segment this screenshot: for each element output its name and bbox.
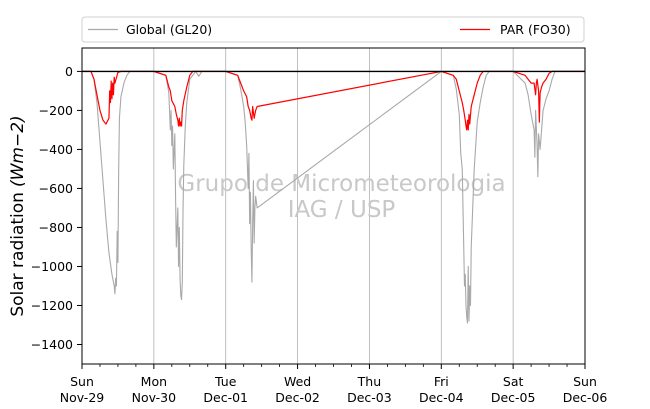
y-axis-label-text: Solar radiation xyxy=(8,192,28,317)
x-tick-label-day: Sun xyxy=(70,374,94,389)
x-tick-label-date: Dec-02 xyxy=(275,390,320,405)
watermark-line: IAG / USP xyxy=(288,197,396,223)
x-tick-label-date: Dec-03 xyxy=(347,390,392,405)
legend-label-par: PAR (FO30) xyxy=(500,22,571,37)
legend-box xyxy=(81,16,585,43)
x-tick-label-date: Dec-04 xyxy=(419,390,464,405)
y-tick-label: −200 xyxy=(39,103,73,118)
grid-lines xyxy=(153,48,514,364)
y-tick-label: −800 xyxy=(39,220,73,235)
x-tick-label-day: Sat xyxy=(503,374,524,389)
x-tick-label-date: Nov-30 xyxy=(132,390,177,405)
y-tick-label: −400 xyxy=(39,142,73,157)
watermark-line: Grupo de Micrometeorologia xyxy=(177,171,505,197)
x-tick-label-date: Dec-06 xyxy=(563,390,608,405)
x-tick-label-date: Dec-05 xyxy=(491,390,536,405)
x-tick-label-day: Thu xyxy=(357,374,381,389)
x-tick-label-day: Fri xyxy=(434,374,449,389)
y-axis-label-unit: (Wm−2) xyxy=(8,115,28,187)
x-tick-label-day: Wed xyxy=(284,374,311,389)
x-tick-label-date: Dec-01 xyxy=(203,390,248,405)
y-axis: 0 −200 −400 −600 −800 −1000 −1200 −1400 xyxy=(31,64,82,352)
y-tick-label: 0 xyxy=(65,64,73,79)
x-tick-label-day: Mon xyxy=(141,374,167,389)
x-tick-label-day: Sun xyxy=(573,374,597,389)
y-tick-label: −1200 xyxy=(31,298,73,313)
legend: Global (GL20) PAR (FO30) xyxy=(81,16,585,43)
x-tick-label-date: Nov-29 xyxy=(60,390,105,405)
legend-label-global: Global (GL20) xyxy=(126,22,212,37)
y-tick-label: −1000 xyxy=(31,259,73,274)
y-tick-label: −1400 xyxy=(31,337,73,352)
x-tick-label-day: Tue xyxy=(214,374,237,389)
y-axis-label: Solar radiation (Wm−2) xyxy=(8,115,28,316)
x-axis: SunNov-29MonNov-30TueDec-01WedDec-02ThuD… xyxy=(60,364,608,405)
series-line-par xyxy=(82,70,585,131)
y-tick-label: −600 xyxy=(39,181,73,196)
